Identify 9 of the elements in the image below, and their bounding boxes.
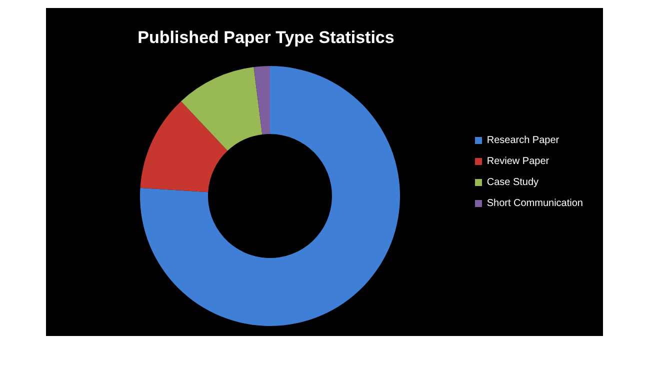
donut-slice (254, 66, 270, 134)
donut-slice (181, 67, 262, 151)
legend-label: Case Study (486, 176, 539, 190)
legend-label: Short Communication (486, 197, 583, 211)
donut-slice (140, 101, 228, 192)
chart-title: Published Paper Type Statistics (136, 28, 396, 48)
legend-label: Research Paper (486, 134, 560, 148)
donut-slice (140, 66, 400, 326)
legend-label: Review Paper (486, 155, 550, 169)
